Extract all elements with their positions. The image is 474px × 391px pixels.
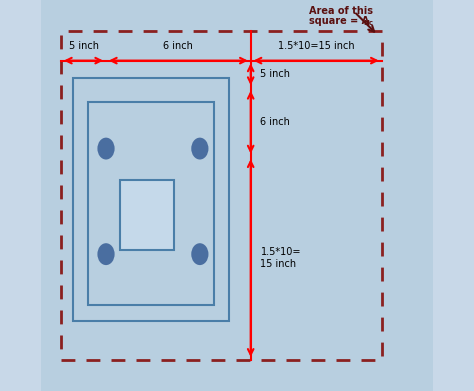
Ellipse shape: [191, 243, 209, 265]
Bar: [120, 180, 174, 250]
Text: 6 inch: 6 inch: [164, 41, 193, 51]
Bar: [61, 31, 382, 360]
Text: Nc: Nc: [363, 20, 374, 26]
Bar: [89, 102, 214, 305]
Text: 6 inch: 6 inch: [260, 117, 291, 127]
Bar: [73, 78, 229, 321]
Ellipse shape: [98, 138, 115, 160]
Ellipse shape: [98, 243, 115, 265]
Text: Area of this: Area of this: [310, 6, 374, 16]
Ellipse shape: [191, 138, 209, 160]
Text: 1.5*10=15 inch: 1.5*10=15 inch: [278, 41, 355, 51]
Text: 1.5*10=
15 inch: 1.5*10= 15 inch: [260, 247, 301, 269]
Text: square = A: square = A: [310, 16, 369, 27]
Text: 5 inch: 5 inch: [260, 69, 291, 79]
Text: 5 inch: 5 inch: [69, 41, 99, 51]
